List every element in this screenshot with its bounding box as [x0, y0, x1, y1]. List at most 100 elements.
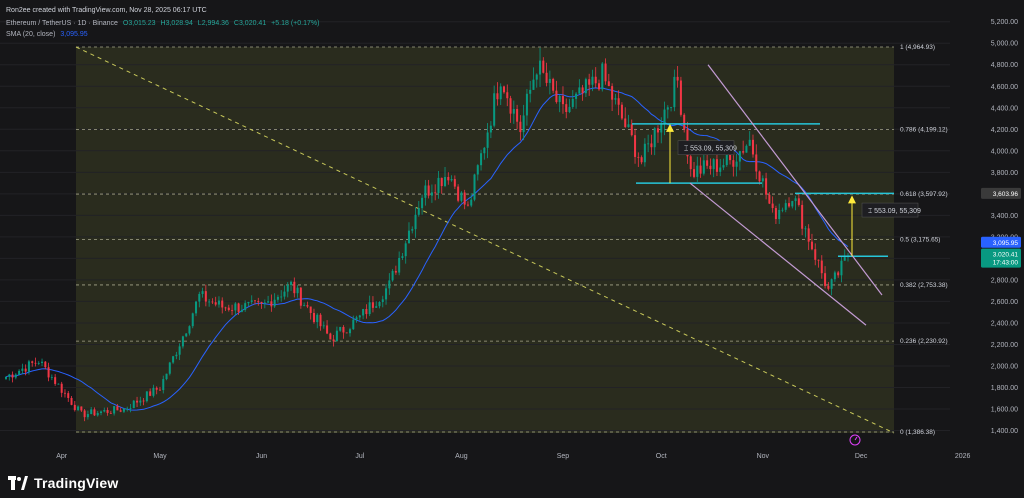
candle-body [126, 408, 129, 410]
candle-body [568, 106, 571, 113]
candle-body [791, 201, 794, 207]
candle-body [253, 300, 257, 302]
candle-body [843, 257, 846, 261]
candle-body [244, 303, 247, 310]
candle-body [119, 410, 122, 412]
candle-body [794, 198, 797, 202]
candle-body [263, 302, 266, 304]
candle-body [653, 128, 656, 148]
sma-legend[interactable]: SMA (20, close) 3,095.95 [6, 31, 91, 38]
measure-arrowhead [666, 123, 674, 132]
candle-body [706, 160, 709, 166]
candle-body [725, 154, 728, 166]
candle-body [257, 300, 260, 302]
candle-body [152, 387, 155, 396]
y-tick-label: 4,600.00 [991, 84, 1018, 91]
candle-body [512, 109, 515, 114]
candle-body [673, 76, 676, 108]
candle-body [463, 192, 466, 205]
sma-20-line [5, 87, 849, 411]
measure-label: ⌶ 553.09, 55,309 [684, 146, 737, 153]
alarm-icon[interactable] [849, 434, 861, 446]
candle-body [77, 406, 80, 411]
candle-body [578, 87, 581, 94]
candle-body [103, 410, 106, 412]
candle-body [594, 76, 597, 84]
candle-body [758, 171, 761, 182]
fib-level-label: 0.236 (2,230.92) [900, 338, 948, 345]
drawings: ⌶ 553.09, 55,309 ⌶ 553.09, 55,309 [632, 64, 921, 326]
symbol-name[interactable]: Ethereum / TetherUS · 1D · Binance [6, 20, 118, 27]
ohlc-high: H3,028.94 [160, 20, 193, 27]
candle-body [250, 300, 253, 302]
candle-body [810, 241, 813, 250]
candle-body [106, 410, 109, 413]
candle-body [722, 165, 725, 168]
candle-body [660, 124, 663, 133]
time-axis[interactable]: Apr May Jun Jul Aug Sep Oct Nov Dec 2026 [56, 453, 970, 460]
candle-body [47, 367, 50, 378]
ohlc-change: +5.18 (+0.17%) [271, 20, 320, 27]
candle-body [375, 306, 378, 308]
candle-body [50, 377, 53, 378]
candle-body [162, 379, 165, 391]
candle-body [139, 400, 142, 403]
candle-body [335, 330, 338, 342]
measure-label-box [677, 140, 735, 155]
candle-body [191, 313, 194, 327]
symbol-legend: Ethereum / TetherUS · 1D · Binance O3,01… [6, 20, 322, 27]
candle-body [715, 159, 718, 172]
fib-level-label: 0.5 (3,175.65) [900, 237, 940, 244]
candle-body [689, 156, 692, 170]
x-tick-label: Apr [56, 453, 68, 460]
candle-body [11, 374, 14, 378]
candle-body [588, 79, 591, 85]
candle-body [774, 208, 777, 220]
y-tick-label: 2,200.00 [991, 342, 1018, 349]
candle-body [440, 177, 443, 187]
candle-body [421, 197, 424, 209]
candle-body [748, 139, 751, 146]
candle-body [221, 300, 224, 308]
candle-body [231, 310, 234, 311]
candle-body [761, 178, 764, 182]
candle-body [702, 160, 705, 174]
x-tick-label: Aug [455, 453, 468, 460]
candle-body [489, 125, 492, 133]
candle-body [149, 391, 152, 396]
candle-body [345, 332, 348, 334]
candle-body [142, 400, 145, 402]
candle-body [116, 406, 119, 411]
y-tick-label: 5,000.00 [991, 41, 1018, 48]
x-tick-label: Sep [557, 453, 570, 460]
candle-body [647, 143, 650, 145]
candle-body [830, 279, 833, 289]
candle-body [745, 145, 748, 153]
candle-body [201, 291, 204, 294]
candle-body [260, 301, 263, 304]
price-tag-box [981, 187, 1021, 199]
measure-label-box [861, 202, 919, 218]
candle-body [355, 317, 358, 320]
candle-body [417, 208, 420, 215]
ohlc-close: C3,020.41 [233, 20, 267, 27]
measure-arrowhead [848, 195, 856, 204]
candle-body [378, 302, 381, 307]
candle-body [539, 60, 542, 75]
candle-body [385, 288, 388, 300]
candle-body [319, 314, 322, 327]
channel-upper [707, 64, 883, 296]
candle-body [145, 391, 148, 402]
candle-body [476, 165, 479, 175]
candle-body [663, 109, 666, 125]
tradingview-logo[interactable]: TradingView [8, 472, 118, 494]
candle-body [565, 104, 568, 113]
candle-body [709, 165, 712, 170]
candle-body [571, 98, 574, 107]
candle-body [99, 411, 103, 414]
candle-body [329, 333, 332, 340]
candle-body [273, 299, 276, 307]
candle-body [109, 412, 112, 414]
fib-level-label: 0.382 (2,753.38) [900, 282, 948, 289]
